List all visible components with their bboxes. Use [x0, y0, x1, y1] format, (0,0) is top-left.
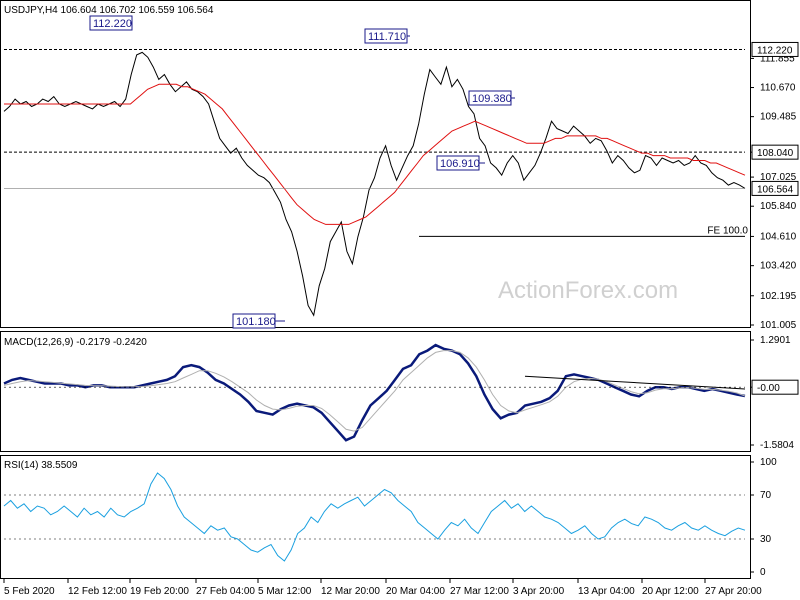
x-tick-label: 19 Feb 20:00 — [130, 586, 189, 597]
y-tick-label: 110.670 — [760, 83, 796, 94]
rsi-panel-title: RSI(14) 38.5509 — [4, 460, 78, 471]
price-panel-title: USDJPY,H4 106.604 106.702 106.559 106.56… — [4, 5, 214, 16]
price-callout-label: 101.180 — [236, 316, 276, 328]
rsi-plot — [3, 472, 746, 562]
series-signal-line — [3, 350, 746, 432]
series-rsi-line — [3, 472, 746, 562]
current-price-label: 106.564 — [757, 184, 794, 195]
x-tick-label: 13 Apr 04:00 — [578, 586, 635, 597]
level-box-label: 112.220 — [757, 45, 793, 56]
price-callout-label: 111.710 — [368, 31, 406, 43]
x-tick-label: 3 Apr 20:00 — [513, 586, 565, 597]
y-tick-label: 104.610 — [760, 231, 797, 242]
price-callout-label: 109.380 — [472, 93, 512, 105]
y-tick-label: 30 — [760, 534, 772, 545]
price-callout-label: 106.910 — [440, 158, 480, 170]
x-tick-label: 27 Apr 20:00 — [705, 586, 762, 597]
y-tick-label: 109.485 — [760, 112, 797, 123]
y-tick-label: 111.855 — [760, 53, 795, 64]
price-callout-label: 112.220 — [93, 18, 132, 30]
macd-panel-title: MACD(12,26,9) -0.2179 -0.2420 — [4, 337, 147, 348]
macd-trend-line — [524, 375, 746, 390]
series-close-line — [3, 51, 746, 317]
level-box — [751, 41, 799, 57]
current-price-box — [751, 180, 799, 196]
price-plot: FE 100.0 112.220 111.710 109.380 106.910 101.… — [3, 15, 748, 329]
axes: 111.855 110.670 109.485 108.040 107.025 105.8… — [3, 41, 799, 597]
horizontal-line-label: FE 100.0 — [707, 225, 748, 236]
x-tick-label: 5 Mar 12:00 — [258, 586, 312, 597]
y-tick-label: 100 — [760, 457, 777, 468]
watermark: ActionForex.com — [498, 277, 678, 304]
macd-value-box — [751, 379, 799, 395]
y-tick-label: 70 — [760, 490, 772, 501]
price-panel-frame — [0, 0, 751, 328]
y-tick-label: 1.2901 — [760, 335, 791, 346]
x-tick-label: 27 Feb 04:00 — [196, 586, 255, 597]
rsi-panel-frame — [0, 455, 751, 579]
x-tick-label: 20 Mar 04:00 — [386, 586, 445, 597]
y-tick-label: 103.420 — [760, 261, 797, 272]
y-tick-label: -1.5804 — [760, 440, 794, 451]
y-tick-label: 101.005 — [760, 320, 797, 331]
x-tick-label: 27 Mar 12:00 — [450, 586, 509, 597]
y-tick-label: 105.840 — [760, 201, 797, 212]
level-box — [751, 144, 799, 160]
series-ma-line — [4, 83, 746, 225]
x-tick-label: 12 Mar 20:00 — [321, 586, 380, 597]
x-tick-label: 20 Apr 12:00 — [642, 586, 699, 597]
level-box-label: 108.040 — [757, 148, 794, 159]
y-tick-label: 107.025 — [760, 172, 797, 183]
x-tick-label: 5 Feb 2020 — [4, 586, 55, 597]
macd-value-label: -0.00 — [757, 383, 780, 394]
y-tick-label: 102.195 — [760, 291, 797, 302]
macd-panel-frame — [0, 331, 751, 452]
y-tick-label: 0 — [760, 567, 766, 578]
macd-plot — [3, 343, 746, 442]
x-tick-label: 12 Feb 12:00 — [68, 586, 127, 597]
